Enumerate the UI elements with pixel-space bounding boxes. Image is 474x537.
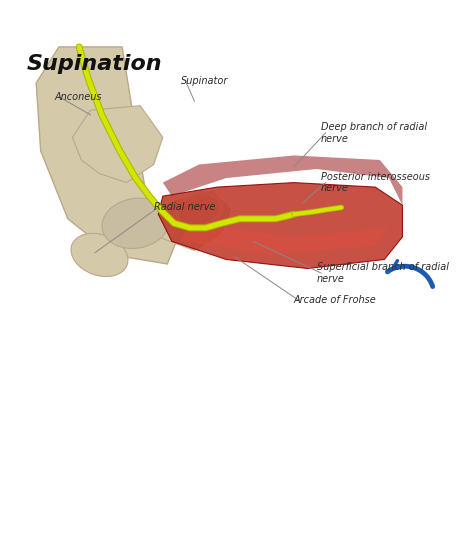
Text: Supination: Supination (27, 54, 163, 74)
Polygon shape (36, 47, 176, 264)
Polygon shape (158, 183, 402, 268)
Text: Superficial branch of radial
nerve: Superficial branch of radial nerve (317, 262, 448, 284)
Text: Deep branch of radial
nerve: Deep branch of radial nerve (321, 122, 427, 143)
Text: Supinator: Supinator (181, 76, 228, 86)
Ellipse shape (71, 234, 128, 277)
Ellipse shape (181, 200, 217, 228)
Ellipse shape (102, 198, 169, 249)
Polygon shape (163, 155, 402, 205)
Polygon shape (154, 192, 231, 250)
Text: Anconeus: Anconeus (54, 92, 102, 101)
Text: Radial nerve: Radial nerve (154, 202, 215, 213)
Text: Arcade of Frohse: Arcade of Frohse (294, 295, 377, 305)
Polygon shape (181, 223, 389, 255)
Polygon shape (73, 106, 163, 183)
Text: Posterior interosseous
nerve: Posterior interosseous nerve (321, 172, 430, 193)
